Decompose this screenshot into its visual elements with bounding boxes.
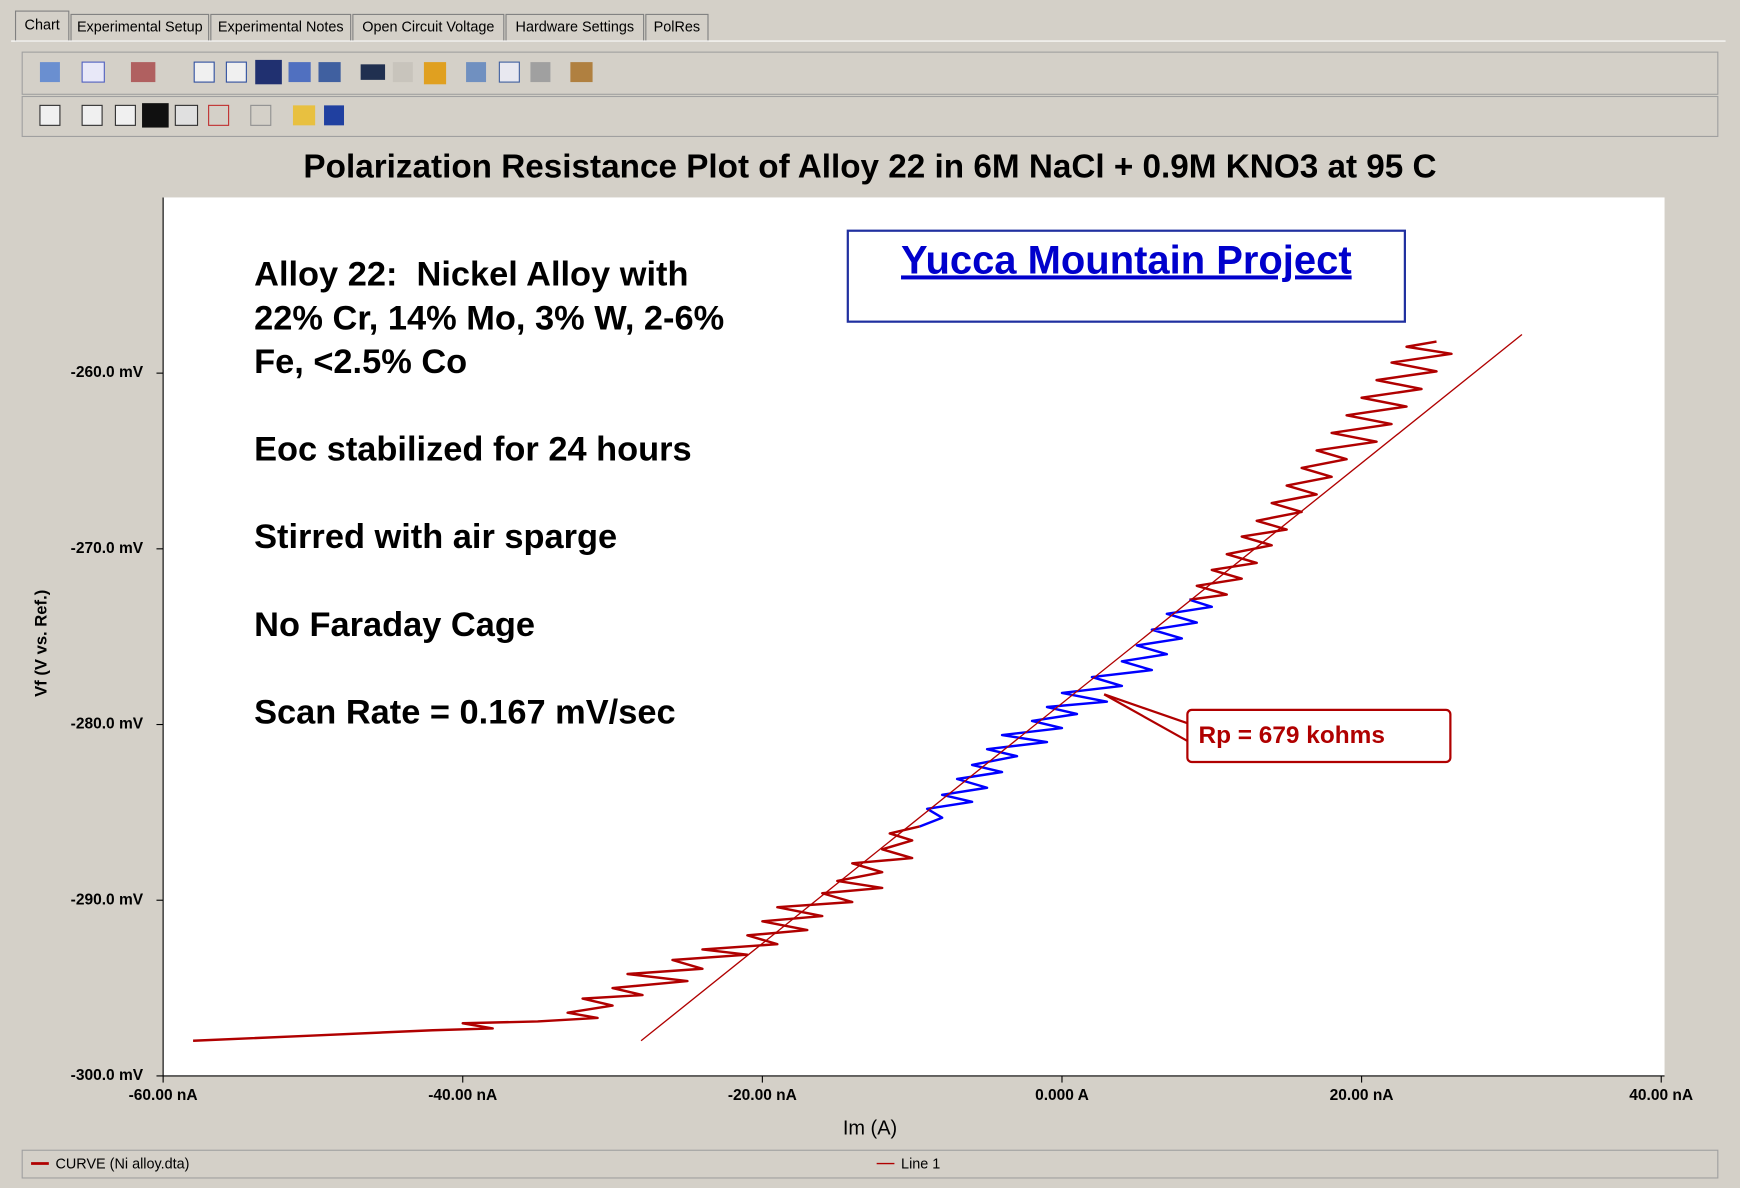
toolbar-icons (39, 59, 593, 128)
icon[interactable] (39, 62, 60, 83)
icon[interactable] (142, 103, 169, 128)
tab-label[interactable]: PolRes (654, 20, 700, 36)
note-line: Fe, <2.5% Co (254, 343, 467, 381)
y-tick-label: -300.0 mV (71, 1067, 144, 1084)
icon[interactable] (81, 61, 105, 83)
icon[interactable] (392, 62, 413, 83)
icon[interactable] (255, 59, 282, 85)
icon[interactable] (114, 104, 136, 126)
icon[interactable] (174, 104, 199, 126)
tab[interactable] (14, 10, 70, 42)
icon[interactable] (250, 104, 272, 126)
plot-area (163, 197, 1665, 1076)
tab-label[interactable]: Experimental Setup (77, 20, 203, 36)
icon[interactable] (423, 62, 447, 85)
x-tick-label: 20.00 nA (1330, 1087, 1394, 1104)
y-tick-label: -270.0 mV (71, 540, 144, 557)
note-line: Stirred with air sparge (254, 518, 617, 556)
icon[interactable] (193, 61, 215, 83)
icon[interactable] (570, 62, 593, 83)
icon[interactable] (225, 61, 247, 83)
icon[interactable] (530, 62, 551, 83)
project-link[interactable]: Yucca Mountain Project (901, 238, 1352, 282)
data-line (640, 334, 1523, 1042)
x-axis-label: Im (A) (843, 1117, 897, 1139)
legend-label: Line 1 (901, 1156, 940, 1172)
x-tick-label: -60.00 nA (129, 1087, 198, 1104)
tab-label[interactable]: Open Circuit Voltage (362, 20, 494, 36)
tab-label[interactable]: Hardware Settings (516, 20, 635, 36)
data-line (193, 825, 920, 1042)
tab-label[interactable]: Experimental Notes (218, 20, 344, 36)
icon[interactable] (81, 104, 103, 126)
callout-box (1186, 708, 1452, 764)
note-line: Eoc stabilized for 24 hours (254, 431, 692, 469)
icon[interactable] (324, 105, 345, 126)
notes: Alloy 22: Nickel Alloy with 22% Cr, 14% M… (254, 255, 724, 731)
icon[interactable] (360, 64, 386, 80)
icon[interactable] (288, 62, 311, 83)
data-line (919, 598, 1214, 828)
note-line: Alloy 22: Nickel Alloy with (254, 255, 688, 293)
tab[interactable] (70, 13, 210, 42)
icon[interactable] (318, 62, 341, 83)
icon[interactable] (292, 105, 316, 126)
callout-pointer (1103, 693, 1188, 725)
plot-layer: -300.0 mV -290.0 mV -280.0 mV -270.0 mV -260… (71, 334, 1693, 1104)
tab[interactable] (210, 13, 352, 42)
tab-label[interactable]: Chart (25, 17, 60, 33)
x-tick-label: -40.00 nA (428, 1087, 497, 1104)
note-line: No Faraday Cage (254, 606, 535, 644)
note-line: Scan Rate = 0.167 mV/sec (254, 693, 675, 731)
icon[interactable] (466, 62, 487, 83)
callout-text: Rp = 679 kohms (1198, 722, 1384, 749)
x-tick-label: 0.000 A (1035, 1087, 1089, 1104)
x-tick-label: 40.00 nA (1629, 1087, 1693, 1104)
icon[interactable] (39, 104, 61, 126)
y-axis-label: Vf (V vs. Ref.) (32, 590, 51, 697)
y-tick-label: -280.0 mV (71, 716, 144, 733)
project-box (846, 229, 1406, 323)
x-tick-label: -20.00 nA (728, 1087, 797, 1104)
tab-bar: Chart Experimental Setup Experimental Note… (14, 10, 709, 42)
note-line: 22% Cr, 14% Mo, 3% W, 2-6% (254, 300, 724, 338)
data-line (1189, 340, 1453, 601)
icon[interactable] (208, 104, 230, 126)
icon[interactable] (130, 62, 156, 83)
y-tick-label: -290.0 mV (71, 891, 144, 908)
callout-pointer (1103, 693, 1188, 742)
legend: CURVE (Ni alloy.dta) Line 1 (31, 1156, 940, 1172)
icon[interactable] (498, 61, 520, 83)
chart-title: Polarization Resistance Plot of Alloy 22… (303, 148, 1436, 185)
y-tick-label: -260.0 mV (71, 364, 144, 381)
toolbar (21, 95, 1719, 137)
legend-label: CURVE (Ni alloy.dta) (55, 1156, 189, 1172)
legend-bar (21, 1149, 1719, 1179)
